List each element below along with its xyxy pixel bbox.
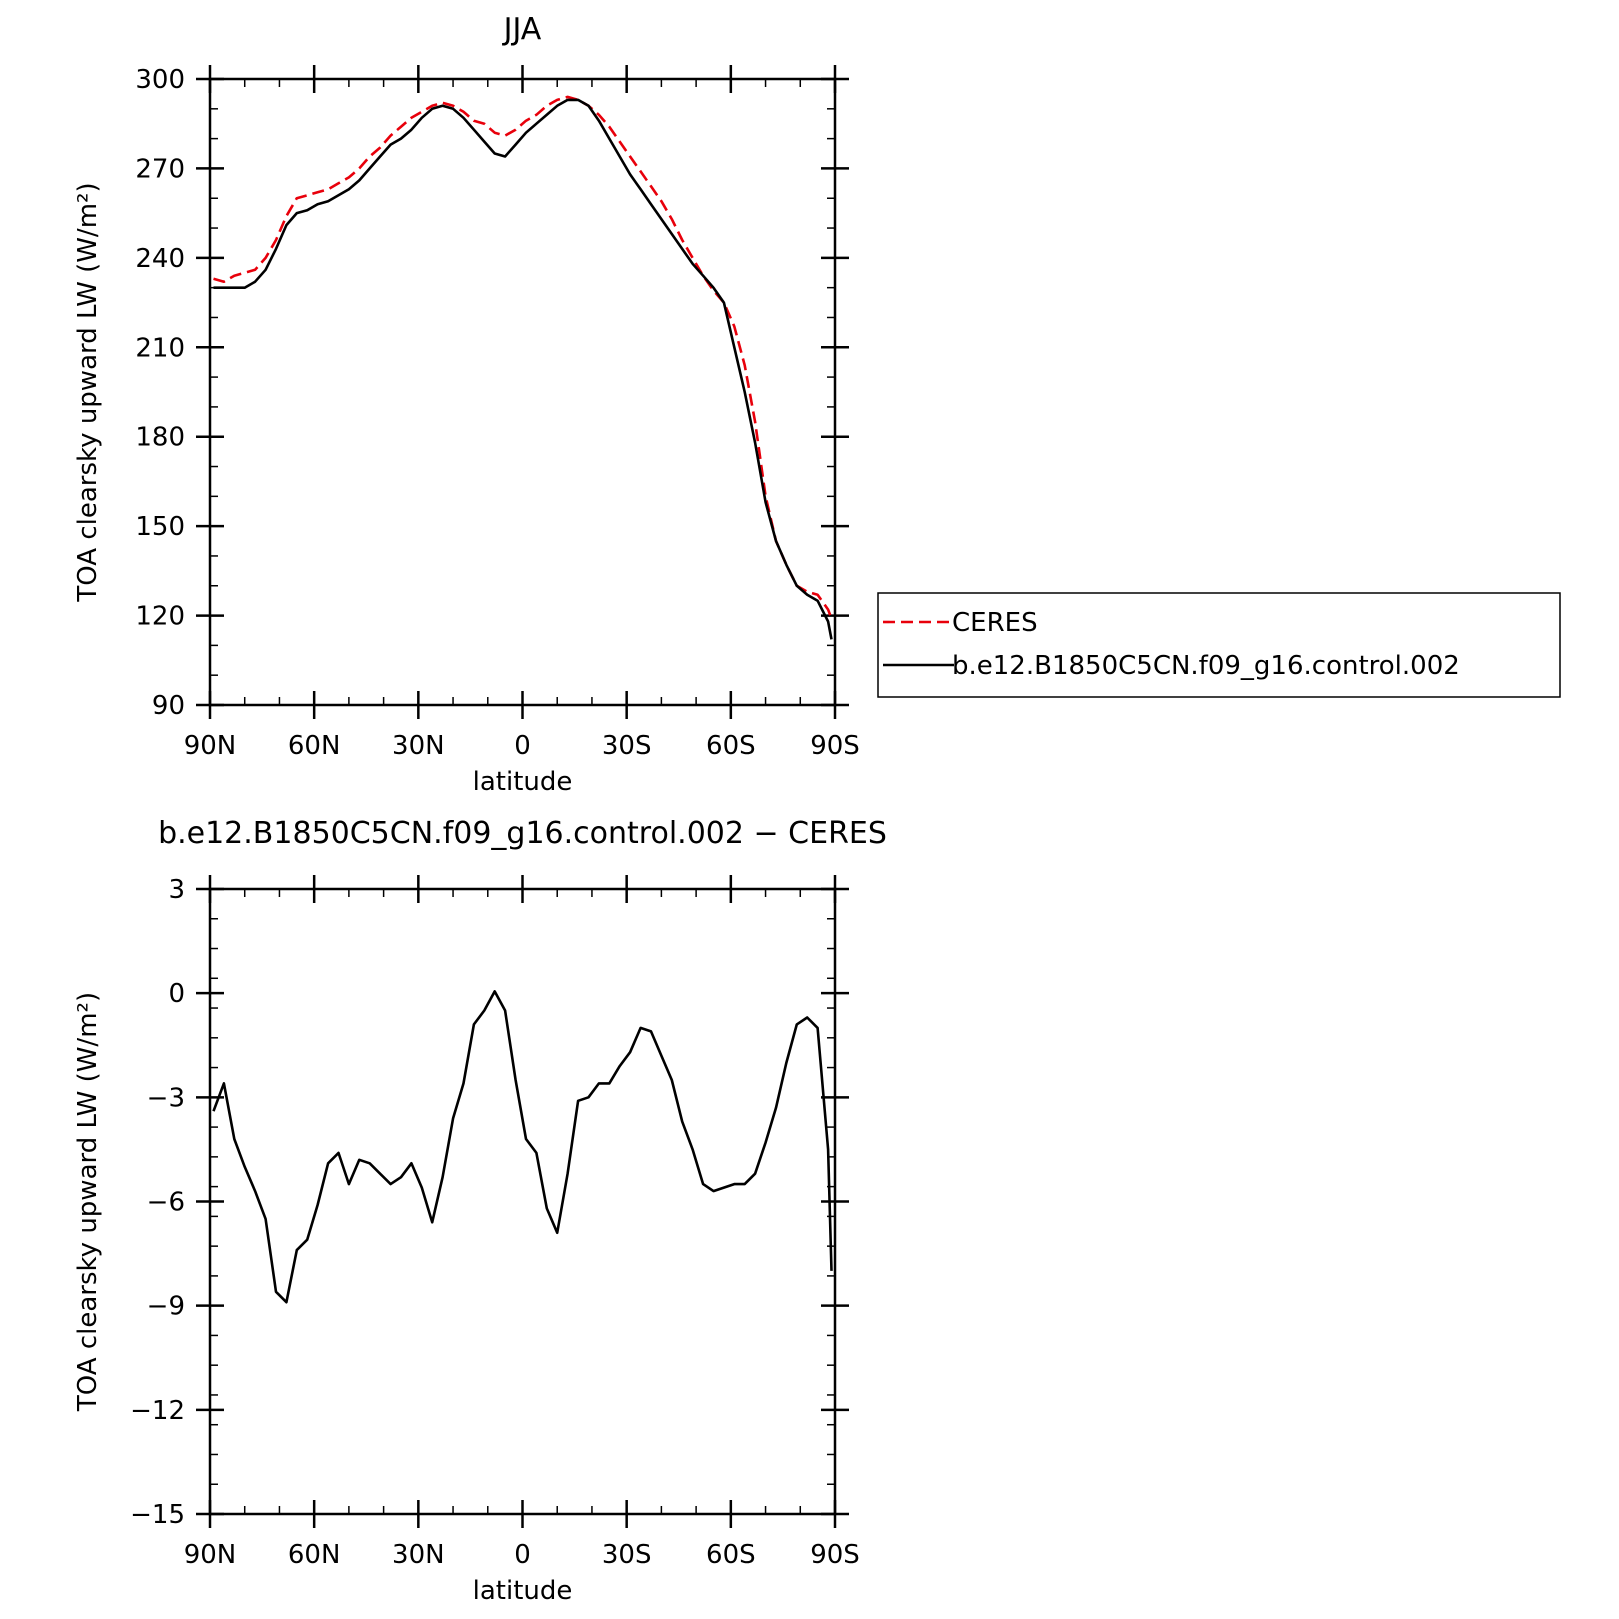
x-tick-label: 90S	[810, 1540, 860, 1570]
y-tick-label: 210	[135, 333, 185, 363]
x-tick-label: 30S	[602, 1540, 652, 1570]
x-tick-label: 30S	[602, 731, 652, 761]
top-panel: JJA 90N 60N 30N 0 30S 60S 90S 300 270 240 210 180 150…	[73, 12, 860, 797]
x-tick-label: 60N	[288, 1540, 341, 1570]
x-tick-label: 90N	[184, 731, 237, 761]
plot-frame	[208, 887, 837, 1516]
x-tick-label: 0	[514, 731, 531, 761]
x-tick-label: 0	[514, 1540, 531, 1570]
y-tick-label: 90	[152, 691, 185, 721]
legend-label: CERES	[952, 608, 1038, 638]
y-tick-label: 270	[135, 154, 185, 184]
model-series-line	[213, 98, 833, 640]
y-tick-label: 0	[168, 979, 185, 1009]
y-tick-label: −9	[147, 1292, 185, 1322]
y-axis-label: TOA clearsky upward LW (W/m²)	[73, 992, 103, 1412]
ceres-series-line	[213, 95, 833, 620]
legend-label: b.e12.B1850C5CN.f09_g16.control.002	[952, 651, 1460, 681]
y-tick-label: −15	[130, 1500, 185, 1530]
y-tick-label: 300	[135, 65, 185, 95]
x-axis-label: latitude	[473, 1576, 573, 1606]
legend: CERES b.e12.B1850C5CN.f09_g16.control.002	[877, 592, 1561, 698]
y-tick-label: −6	[147, 1188, 185, 1218]
plot-frame	[208, 77, 837, 707]
y-tick-label: 120	[135, 602, 185, 632]
x-tick-label: 30N	[392, 1540, 445, 1570]
x-tick-label: 30N	[392, 731, 445, 761]
x-tick-label: 60S	[706, 731, 756, 761]
legend-box	[877, 592, 1561, 698]
y-tick-label: 240	[135, 244, 185, 274]
y-tick-label: 180	[135, 423, 185, 453]
x-axis-label: latitude	[473, 767, 573, 797]
plot-title: JJA	[502, 12, 542, 47]
x-tick-label: 60N	[288, 731, 341, 761]
x-tick-label: 90N	[184, 1540, 237, 1570]
difference-series-line	[212, 990, 833, 1304]
y-tick-label: 150	[135, 512, 185, 542]
bottom-panel: b.e12.B1850C5CN.f09_g16.control.002 − CE…	[73, 816, 887, 1606]
y-tick-label: −3	[147, 1083, 185, 1113]
y-axis-label: TOA clearsky upward LW (W/m²)	[73, 182, 103, 602]
x-tick-label: 60S	[706, 1540, 756, 1570]
y-tick-label: 3	[168, 875, 185, 905]
x-tick-label: 90S	[810, 731, 860, 761]
y-tick-label: −12	[130, 1396, 185, 1426]
plot-title: b.e12.B1850C5CN.f09_g16.control.002 − CE…	[158, 816, 887, 851]
